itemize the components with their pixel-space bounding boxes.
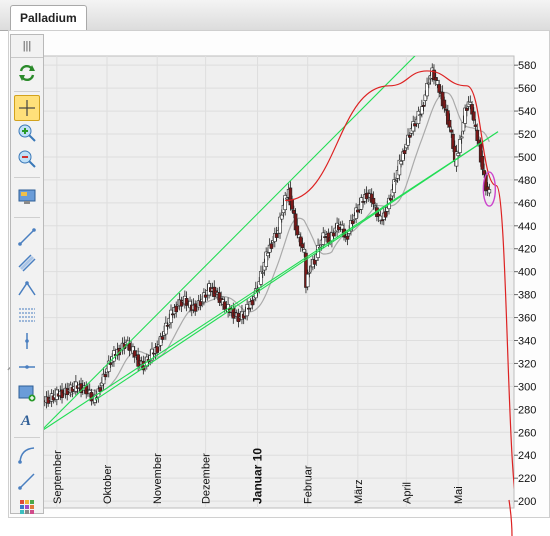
arc-icon[interactable]	[15, 443, 39, 467]
angle-icon[interactable]	[15, 277, 39, 301]
y-tick-label: 280	[518, 404, 536, 416]
plot-area	[41, 55, 515, 509]
y-tick-label: 580	[518, 60, 536, 72]
trendline[interactable]	[94, 131, 499, 401]
refresh-icon[interactable]	[15, 61, 39, 85]
candle	[459, 131, 464, 144]
arc-curve-tail	[508, 499, 513, 536]
y-tick-label: 520	[518, 129, 536, 141]
y-tick-label: 200	[518, 496, 536, 508]
zoom-in-icon[interactable]	[15, 121, 39, 145]
y-tick-label: 400	[518, 267, 536, 279]
x-tick-label: April	[401, 482, 413, 504]
crosshair-icon[interactable]	[14, 95, 40, 121]
rectangle-icon[interactable]	[15, 381, 39, 405]
monitor-icon[interactable]	[15, 185, 39, 209]
trendline-icon[interactable]	[15, 225, 39, 249]
y-tick-label: 340	[518, 336, 536, 348]
color-palette-icon[interactable]	[15, 495, 39, 519]
x-tick-label: Oktober	[102, 465, 114, 504]
highlight-ellipse[interactable]	[482, 171, 497, 207]
candle	[345, 232, 350, 246]
y-tick-label: 560	[518, 83, 536, 95]
text-icon[interactable]: A	[15, 407, 39, 431]
candle	[447, 113, 452, 132]
fibonacci-icon[interactable]	[15, 303, 39, 327]
y-tick-label: 540	[518, 106, 536, 118]
x-tick-label: November	[152, 453, 164, 504]
y-tick-label: 480	[518, 175, 536, 187]
y-tick-label: 500	[518, 152, 536, 164]
trendline[interactable]	[42, 0, 472, 430]
zoom-out-icon[interactable]	[15, 147, 39, 171]
y-tick-label: 220	[518, 473, 536, 485]
vertical-line-icon[interactable]	[15, 329, 39, 353]
horizontal-line-icon[interactable]	[15, 355, 39, 379]
candle	[307, 266, 312, 278]
drawing-toolbar: ||| A	[10, 34, 44, 514]
arc-curve[interactable]	[285, 70, 519, 507]
candle	[290, 195, 294, 213]
y-tick-label: 260	[518, 427, 536, 439]
moving-average-line	[68, 91, 490, 397]
candle	[392, 172, 396, 199]
tab-palladium[interactable]: Palladium	[10, 5, 87, 30]
x-tick-label: Januar 10	[251, 448, 265, 504]
candle	[458, 134, 462, 158]
trendline[interactable]	[42, 131, 499, 431]
y-axis: 200 220 240 260 280 300 320 340 360 380 400 420 440 4…	[514, 60, 536, 508]
y-tick-label: 360	[518, 313, 536, 325]
y-tick-label: 420	[518, 244, 536, 256]
y-tick-label: 380	[518, 290, 536, 302]
y-tick-label: 300	[518, 381, 536, 393]
y-tick-label: 320	[518, 358, 536, 370]
candle	[471, 107, 476, 124]
toolbar-grip[interactable]: |||	[11, 35, 43, 58]
candle	[397, 154, 402, 181]
x-tick-label: Februar	[303, 465, 315, 504]
x-tick-label: Dezember	[201, 453, 213, 504]
y-tick-label: 460	[518, 198, 536, 210]
y-tick-label: 240	[518, 450, 536, 462]
x-axis: September Oktober November Dezember Januar 1…	[52, 448, 465, 504]
horizontal-gridlines	[42, 64, 514, 502]
ray-icon[interactable]	[15, 469, 39, 493]
x-tick-label: März	[353, 480, 365, 504]
y-tick-label: 440	[518, 221, 536, 233]
channel-icon[interactable]	[15, 251, 39, 275]
svg-text:A: A	[20, 413, 31, 429]
x-tick-label: September	[52, 450, 64, 504]
candle	[487, 183, 492, 197]
x-tick-label: Mai	[453, 486, 465, 504]
tab-bar: Palladium	[0, 0, 550, 31]
